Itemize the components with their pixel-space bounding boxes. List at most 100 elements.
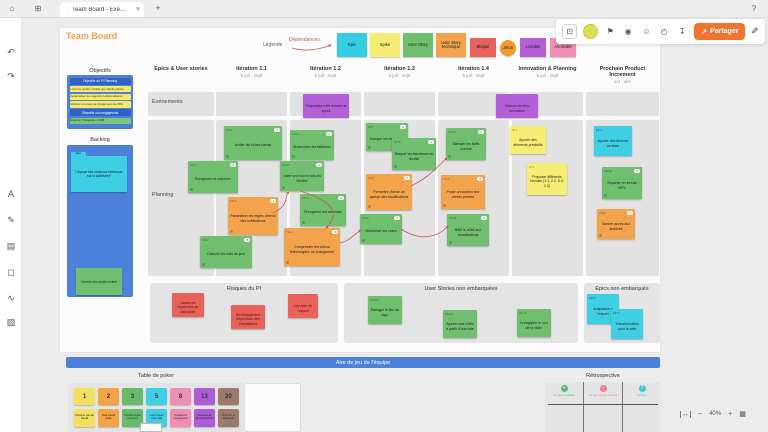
sticky-note[interactable]: US-8 3 Bloquer les bandeaux en double — [392, 138, 436, 170]
poker-card[interactable]: 20 — [218, 388, 239, 405]
sticky-note[interactable]: Développement dépendant des prestataires — [231, 305, 265, 329]
sticky-note[interactable]: Vacances imprévues au calendrier — [172, 293, 204, 317]
backlog-story-sticky[interactable]: Donner des accès invités — [76, 268, 122, 295]
poker-card[interactable]: 3 — [122, 388, 143, 405]
redo-icon[interactable]: ↷ — [3, 68, 19, 84]
poker-card-description[interactable]: Semaine de développement — [194, 409, 215, 427]
poker-card[interactable]: 1 — [74, 388, 95, 405]
legend-item[interactable]: Bloqué — [470, 38, 496, 57]
sticky-text: Développement dépendant des prestataires — [235, 313, 261, 326]
legend-item[interactable]: Spike — [370, 33, 400, 57]
share-button[interactable]: ↗ Partager — [694, 23, 746, 40]
poker-card-description[interactable]: Petit travail facile — [98, 409, 119, 427]
sticky-avatar-dot — [443, 204, 446, 207]
sticky-note[interactable]: US-12 5 Exporter en format MP4 — [602, 167, 642, 199]
sticky-note[interactable]: US-11 5 Bâtir le relief aux visualisatio… — [447, 214, 489, 246]
sticky-note[interactable]: IP-1 Ajouter des éléments prédictifs — [510, 126, 546, 154]
home-icon[interactable]: ⌂ — [4, 0, 20, 16]
sticky-avatar-dot — [202, 263, 205, 266]
poker-card[interactable]: 5 — [146, 388, 167, 405]
sticky-note[interactable]: US-13 Partager le lien du logo — [368, 296, 402, 324]
sticky-note[interactable]: US-3 8 Calculer les frais de port — [200, 236, 252, 268]
image-tool-icon[interactable]: ▧ — [3, 314, 19, 330]
sticky-note[interactable]: L'arrivée de l'expert — [288, 294, 318, 318]
sticky-note[interactable]: EP-6 Transformation pour le web — [611, 309, 643, 339]
board-frame-title[interactable]: Team Board — [66, 31, 118, 41]
blank-card[interactable] — [140, 423, 162, 432]
tab-team-board[interactable]: ⋮ Team Board - Exe... × — [60, 2, 144, 17]
poker-card-description[interactable]: Énorme, à découper — [218, 409, 239, 427]
sticky-note[interactable]: US-15 Enregistrer le son de la vidéo — [517, 309, 551, 337]
retro-column-label: Ce qui n'a pas marché — [588, 392, 618, 397]
retro-column[interactable]: − Ce qui n'a pas marché — [583, 382, 622, 432]
poker-card[interactable]: 2 — [98, 388, 119, 405]
legend-item[interactable]: Jeton — [500, 40, 516, 56]
sticky-note[interactable]: US-14 Ajouter une vidéo à partir d'une l… — [443, 310, 477, 338]
boards-icon[interactable]: ⊞ — [30, 0, 46, 16]
objective-item[interactable]: Livrer la version mobile aux clients pil… — [69, 86, 131, 93]
eye-icon[interactable]: ◉ — [622, 27, 634, 36]
sticky-note[interactable]: IP-2 Proposer différents formats (1.1, 2… — [527, 163, 567, 195]
poker-card-description[interactable]: Presque pas de travail — [74, 409, 95, 427]
legend-item[interactable]: Livrable — [520, 38, 546, 57]
minimap-icon[interactable]: ▦ — [739, 411, 746, 418]
zoom-out-icon[interactable]: − — [698, 410, 703, 418]
help-icon[interactable]: ? — [746, 0, 762, 16]
sticky-note[interactable]: US-1 3 Unifier les fiches clients — [224, 126, 282, 160]
objective-extra-item[interactable]: Explorer l'intégration CRM — [69, 117, 131, 124]
tab-close-icon[interactable]: × — [135, 6, 140, 13]
connector-tool-icon[interactable]: ∿ — [3, 290, 19, 306]
sticky-note[interactable]: TS-1 3 Paramétrer les règles d'envoi des… — [228, 197, 278, 235]
flag-icon[interactable]: ⚑ — [604, 27, 616, 36]
objective-item[interactable]: Réduire le temps de chargement de 30% — [69, 101, 131, 108]
backlog-epic-sticky[interactable]: Epic L'équipe des contenus embarque sur … — [71, 152, 127, 192]
sticky-note[interactable]: US-9 3 Mécaniser les votes — [360, 214, 402, 244]
poker-card[interactable]: 8 — [170, 388, 191, 405]
poker-card[interactable]: 13 — [194, 388, 215, 405]
frames-icon[interactable]: ⊡ — [562, 24, 578, 39]
poker-card-description[interactable]: Travail très conséquent — [170, 409, 191, 427]
undo-icon[interactable]: ↶ — [3, 44, 19, 60]
fit-to-screen-icon[interactable]: ↔ — [680, 410, 691, 418]
retro-column[interactable]: ? Actions — [622, 382, 661, 432]
sticky-note[interactable]: TS-3 5 Permettre d'avoir un aperçu des m… — [366, 174, 412, 210]
sticky-note[interactable]: US-4 5 Moderniser les tableaux — [290, 130, 334, 160]
sticky-note[interactable]: EP-4 Ajouter des liens en un texte — [594, 126, 632, 156]
sticky-estimate-badge: 5 — [400, 125, 406, 129]
sticky-note[interactable]: US-2 5 Enregistrer et ordonner — [188, 161, 238, 193]
new-tab-icon[interactable]: + — [150, 0, 166, 16]
export-icon[interactable]: ↧ — [676, 27, 688, 36]
sticky-note[interactable]: Séance de rétro innovation — [496, 94, 538, 118]
sticky-note[interactable]: Préparation des revues de sprint — [303, 94, 349, 118]
pen-tool-icon[interactable]: ✎ — [3, 212, 19, 228]
objectives-panel-title: Objectifs du PI Planning — [69, 77, 131, 85]
reactions-icon[interactable]: ☺ — [642, 27, 651, 36]
poker-title: Table de poker — [137, 373, 175, 379]
objective-item[interactable]: Automatiser les rapports hebdomadaires — [69, 93, 131, 100]
legend-item[interactable]: Epic — [337, 33, 367, 57]
text-tool-icon[interactable]: A — [3, 186, 19, 202]
poker-card-description[interactable]: Travail moyen et connu — [122, 409, 143, 427]
sticky-estimate-badge: 3 — [627, 211, 633, 215]
sticky-note[interactable]: TS-5 3 Donner accès aux archives — [597, 209, 635, 239]
sticky-text: Préparation des revues de sprint — [305, 104, 347, 113]
timer-icon[interactable]: ◴ — [658, 27, 670, 36]
sticky-note-tool-icon[interactable]: ▤ — [3, 238, 19, 254]
sticky-note[interactable]: US-5 3 Lister une bonne fois les libellé… — [280, 161, 324, 191]
sticky-note[interactable]: US-10 5 Stimuler les tarifs d'achat — [446, 128, 486, 160]
legend-item[interactable]: User Story — [403, 33, 433, 57]
sticky-note[interactable]: US-6 5 Enregistrer les webinars — [300, 194, 346, 226]
avatar[interactable] — [583, 24, 599, 39]
sticky-id: US-7 — [368, 125, 375, 129]
zoom-in-icon[interactable]: + — [728, 410, 733, 418]
sticky-note[interactable]: TS-4 8 Poser un soutien aux ventes privé… — [441, 175, 485, 209]
sticky-note[interactable]: TS-2 8 Compresser les vidéos téléchargée… — [284, 228, 340, 266]
retro-column[interactable]: + Ce qui a marché — [545, 382, 583, 432]
zoom-level[interactable]: 40% — [709, 411, 722, 417]
poker-card-description[interactable]: Gros travail mais clair — [146, 409, 167, 427]
sticky-id: IP-2 — [529, 165, 535, 169]
sticky-id: EP-4 — [596, 128, 603, 132]
legend-item[interactable]: User Story technique — [436, 33, 466, 57]
shape-tool-icon[interactable]: ◻ — [3, 264, 19, 280]
